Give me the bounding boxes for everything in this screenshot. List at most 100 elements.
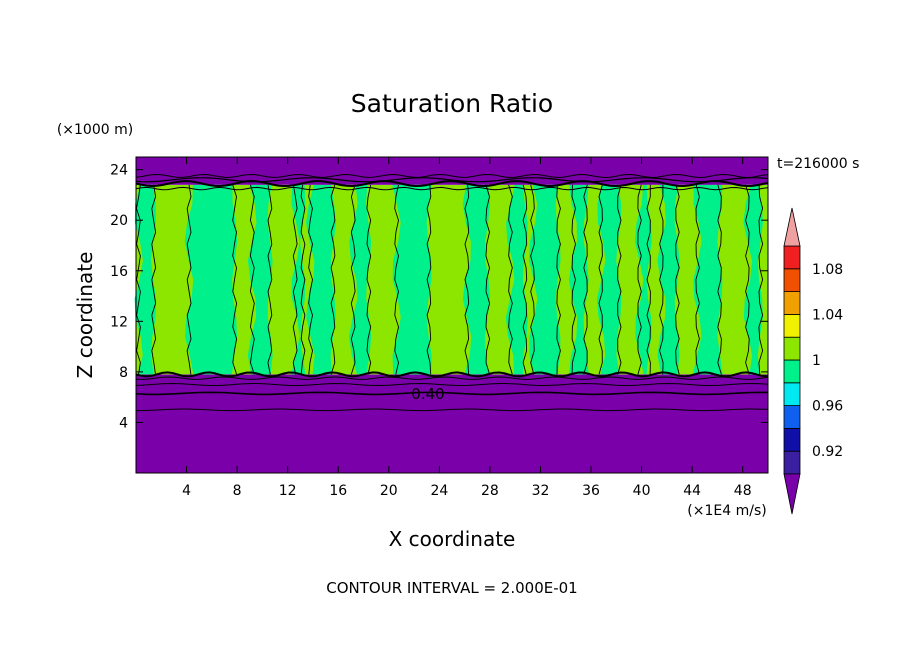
chart-title: Saturation Ratio — [351, 89, 553, 118]
contour-line-top — [135, 179, 769, 188]
y-unit-label: (×1000 m) — [57, 122, 133, 138]
contour-line-vertical — [646, 184, 651, 375]
y-tick-label: 8 — [119, 365, 128, 381]
contour-line-lower — [135, 376, 769, 380]
contour-line-vertical — [151, 184, 157, 375]
x-unit-label: (×1E4 m/s) — [687, 503, 766, 519]
contour-line-vertical — [675, 184, 680, 375]
contour-line-vertical — [464, 184, 470, 375]
contour-line-vertical — [598, 184, 603, 375]
saturation-band — [247, 184, 273, 375]
x-tick-label: 40 — [633, 483, 651, 499]
lower-dry-region — [136, 374, 768, 473]
colorbar-segment — [783, 245, 801, 270]
y-axis-ticks: 4 8 12 16 20 24 — [110, 163, 768, 431]
colorbar-segment — [783, 382, 801, 406]
contour-line-vertical — [695, 184, 700, 375]
contour-line-vertical — [292, 184, 298, 375]
colorbar-under-arrow — [783, 473, 801, 515]
contour-line-vertical — [583, 184, 588, 375]
x-tick-label: 28 — [481, 483, 499, 499]
colorbar-segment — [783, 450, 801, 475]
saturation-band — [692, 184, 723, 375]
colorbar-over-arrow — [783, 207, 801, 247]
colorbar: 0.92 0.96 1 1.04 1.08 — [783, 207, 843, 515]
x-tick-label: 32 — [532, 483, 550, 499]
colorbar-label: 1.04 — [812, 307, 843, 323]
contour-line-lower — [136, 408, 769, 412]
colorbar-segment — [783, 291, 801, 315]
saturation-band — [392, 184, 432, 375]
saturation-band — [184, 184, 238, 375]
saturation-band — [505, 184, 528, 375]
contour-line-top — [135, 173, 769, 179]
contour-line-vertical — [485, 184, 491, 375]
saturation-band — [596, 184, 622, 375]
x-tick-label: 48 — [734, 483, 752, 499]
contour-line-vertical — [186, 184, 192, 375]
contour-line-vertical — [522, 184, 528, 375]
y-tick-label: 24 — [110, 163, 128, 179]
x-tick-label: 20 — [380, 483, 398, 499]
plot-frame — [135, 156, 769, 474]
contour-line-vertical — [232, 184, 238, 375]
contour-line-vertical — [267, 184, 273, 375]
contour-line-vertical — [717, 184, 722, 375]
contour-line-vertical — [745, 184, 750, 375]
contour-line-vertical — [426, 184, 432, 375]
contour-interval-footer: CONTOUR INTERVAL = 2.000E-01 — [326, 579, 577, 597]
contour-line-vertical — [617, 184, 622, 375]
x-tick-label: 8 — [233, 483, 242, 499]
time-label: t=216000 s — [777, 156, 859, 172]
colorbar-segment — [783, 405, 801, 429]
saturation-band — [462, 184, 491, 375]
contour-line-vertical — [300, 184, 306, 375]
contour-line-vertical — [556, 184, 561, 375]
contour-line-vertical — [330, 184, 336, 375]
contour-line-top — [135, 177, 769, 183]
saturation-band — [528, 184, 561, 375]
colorbar-label: 1.08 — [812, 262, 843, 278]
y-tick-label: 4 — [119, 415, 128, 431]
contour-lines — [135, 173, 769, 412]
saturation-band — [291, 184, 306, 375]
y-tick-label: 20 — [110, 213, 128, 229]
contour-line-vertical — [637, 184, 642, 375]
contour-line-vertical — [249, 184, 255, 375]
contour-line-vertical — [136, 184, 141, 375]
x-tick-label: 24 — [430, 483, 448, 499]
contour-line-vertical — [659, 184, 664, 375]
contour-line-vertical — [508, 184, 513, 375]
plot-area — [134, 156, 769, 474]
y-axis-title: Z coordinate — [73, 252, 97, 379]
colorbar-label: 0.96 — [812, 399, 843, 415]
contour-line-vertical — [758, 184, 764, 375]
colorbar-segment — [783, 359, 801, 384]
saturation-band — [306, 184, 336, 375]
colorbar-segment — [783, 427, 801, 452]
contour-line-lower — [135, 382, 769, 387]
contour-line-vertical — [350, 184, 356, 375]
contour-line-vertical — [308, 184, 313, 375]
colorbar-segment — [783, 313, 801, 338]
x-tick-label: 44 — [683, 483, 701, 499]
y-tick-label: 16 — [110, 264, 128, 280]
x-axis-ticks: 4 8 12 16 20 24 28 32 36 40 44 48 — [182, 157, 752, 499]
x-tick-label: 4 — [182, 483, 191, 499]
colorbar-segment — [783, 336, 801, 361]
colorbar-segment — [783, 268, 801, 292]
saturation-band — [634, 184, 652, 375]
x-tick-label: 16 — [329, 483, 347, 499]
colorbar-label: 1 — [812, 353, 821, 369]
x-tick-label: 12 — [279, 483, 297, 499]
y-tick-label: 12 — [110, 314, 128, 330]
contour-line-vertical — [530, 184, 535, 375]
contour-line-vertical — [571, 184, 576, 375]
contour-label-040: 0.40 — [411, 385, 444, 403]
colorbar-label: 0.92 — [812, 444, 843, 460]
saturation-band — [743, 184, 764, 375]
contour-line-vertical — [366, 184, 372, 375]
x-tick-label: 36 — [582, 483, 600, 499]
x-axis-title: X coordinate — [389, 527, 516, 551]
